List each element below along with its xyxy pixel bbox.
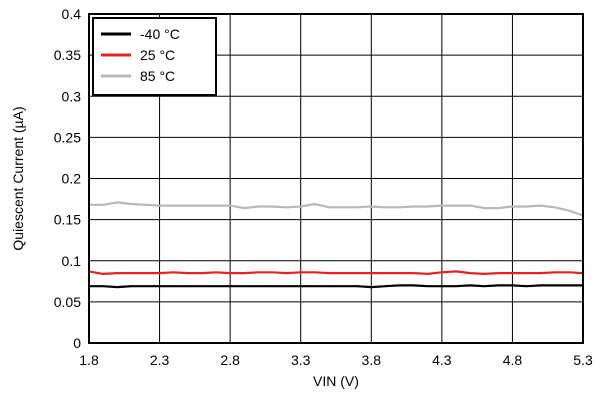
x-tick-label: 1.8: [79, 352, 99, 368]
y-tick-label: 0.05: [54, 294, 81, 310]
x-tick-label: 3.8: [362, 352, 382, 368]
series-line-0: [89, 284, 583, 289]
x-tick-label: 2.8: [220, 352, 240, 368]
y-tick-label: 0.3: [62, 88, 82, 104]
x-tick-label: 4.8: [503, 352, 523, 368]
legend-label: -40 °C: [140, 26, 180, 42]
series-line-1: [88, 270, 584, 275]
x-tick-label: 3.3: [291, 352, 311, 368]
x-tick-label: 2.3: [150, 352, 170, 368]
y-axis-title: Quiescent Current (µA): [10, 106, 26, 250]
y-tick-label: 0.15: [54, 212, 81, 228]
x-tick-labels: 1.8 2.3 2.8 3.3 3.8 4.3 4.8 5.3: [79, 352, 593, 368]
y-tick-labels: 0 0.05 0.1 0.15 0.2 0.25 0.3 0.35 0.4: [54, 6, 81, 351]
legend-label: 85 °C: [140, 68, 175, 84]
y-tick-label: 0.2: [62, 171, 82, 187]
x-tick-label: 5.3: [573, 352, 593, 368]
series-lines: [88, 201, 584, 289]
series-line-2: [89, 201, 584, 217]
x-axis-title: VIN (V): [313, 373, 359, 389]
y-tick-label: 0.25: [54, 129, 81, 145]
y-tick-label: 0.4: [62, 6, 82, 22]
y-tick-label: 0: [73, 335, 81, 351]
x-tick-label: 4.3: [432, 352, 452, 368]
plot-frame: [88, 13, 584, 344]
legend-items: -40 °C 25 °C 85 °C: [101, 26, 180, 84]
y-tick-label: 0.1: [62, 253, 82, 269]
legend: -40 °C 25 °C 85 °C: [92, 17, 217, 96]
y-tick-label: 0.35: [54, 47, 81, 63]
legend-label: 25 °C: [140, 47, 175, 63]
